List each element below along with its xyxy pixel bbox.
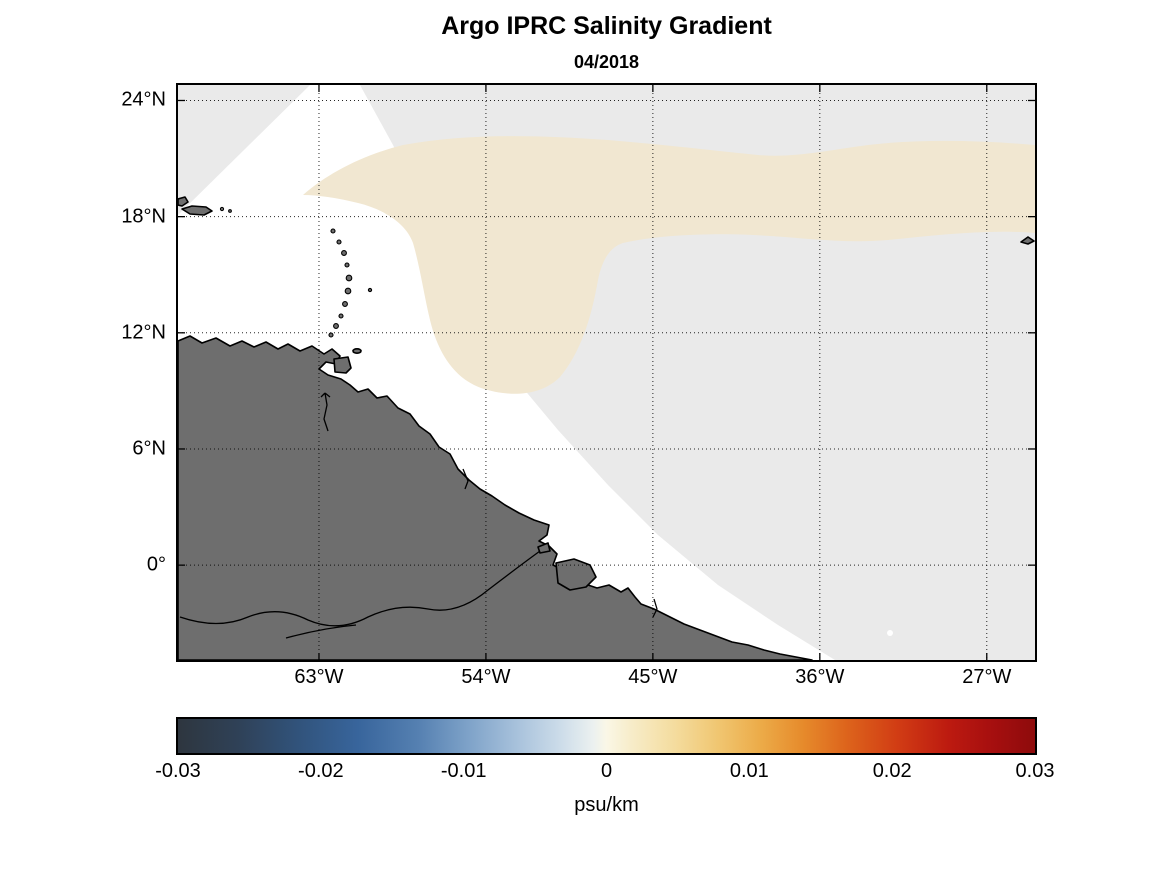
land-group (178, 196, 1035, 660)
x-tick-label: 36°W (795, 666, 845, 688)
colorbar-tick-label: -0.01 (440, 760, 487, 782)
y-tick-label: 12°N (121, 321, 166, 344)
colorbar-tick-label: 0 (600, 760, 613, 782)
colorbar-label: psu/km (574, 794, 639, 816)
colorbar (176, 717, 1037, 755)
lesser-antilles-islands (328, 228, 373, 338)
south-america-coastline (178, 335, 813, 660)
puerto-rico-island (181, 205, 213, 216)
y-tick-label: 18°N (121, 205, 166, 228)
figure-subtitle: 04/2018 (573, 52, 640, 72)
marajo-island (555, 558, 597, 591)
x-tick-label: 54°W (461, 666, 511, 688)
virgin-islands (219, 206, 232, 213)
orinoco-river (320, 392, 331, 432)
colorbar-tick-label: 0.01 (729, 760, 769, 782)
colorbar-tick-label: -0.03 (155, 760, 201, 782)
x-tick-label: 27°W (962, 666, 1012, 688)
field-region-near-zero-northwest (178, 85, 310, 215)
amazon-branch (285, 624, 357, 639)
colorbar-tick-label: 0.03 (1015, 760, 1055, 782)
tobago-island (352, 347, 362, 354)
colorbar-tick-label: -0.02 (298, 760, 344, 782)
map-svg (178, 85, 1035, 660)
y-tick-label: 0° (146, 553, 166, 576)
y-tick-label: 24°N (121, 88, 166, 111)
rivers (179, 392, 658, 639)
essequibo-river (462, 468, 469, 490)
colorbar-tick-label: 0.02 (872, 760, 912, 782)
trinidad-island (333, 356, 352, 374)
para-river (652, 598, 658, 618)
map-plot (176, 83, 1037, 662)
y-tick-label: 6°N (132, 437, 166, 460)
no-data-speck (887, 630, 893, 636)
x-tick-label: 45°W (628, 666, 678, 688)
hispaniola-tip (178, 196, 189, 207)
figure-title: Argo IPRC Salinity Gradient (441, 12, 772, 40)
x-tick-label: 63°W (294, 666, 344, 688)
small-island-east (1020, 236, 1035, 245)
grid-lines (178, 85, 1035, 660)
amazon-river (179, 550, 541, 627)
